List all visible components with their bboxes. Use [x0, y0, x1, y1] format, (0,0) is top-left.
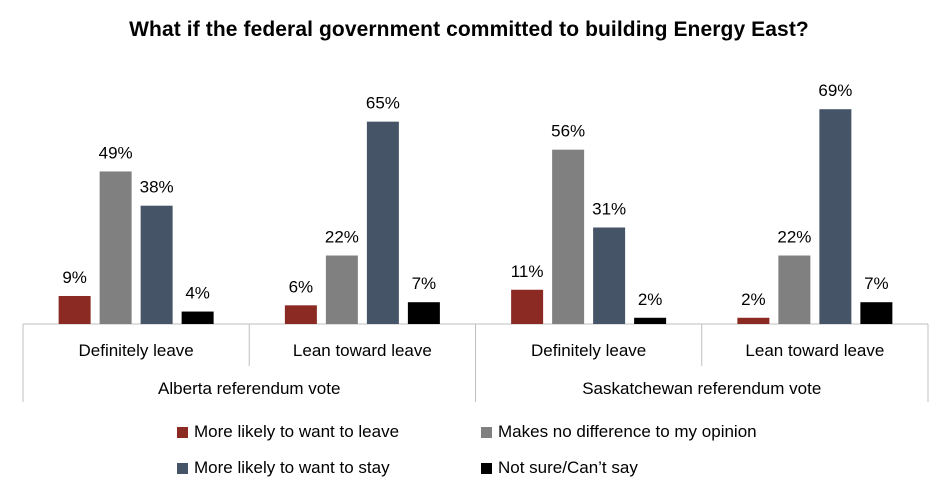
data-label: 6% — [289, 277, 314, 296]
bar — [634, 317, 667, 324]
legend-label: Not sure/Can’t say — [498, 458, 638, 477]
bar — [99, 171, 132, 324]
legend-swatch — [177, 462, 188, 474]
data-label: 9% — [62, 268, 87, 287]
legend-item: Not sure/Can’t say — [481, 458, 638, 478]
bar — [325, 255, 358, 324]
data-label: 11% — [511, 262, 544, 281]
legend-item: More likely to want to leave — [177, 422, 399, 442]
category-labels-layer: Definitely leave Lean toward leave Definit… — [78, 341, 884, 398]
data-label: 65% — [366, 94, 400, 113]
legend-item: Makes no difference to my opinion — [481, 422, 757, 442]
data-labels-layer: 9% 6% 11% 2% 49% 22% 56% 22% 38% 65% 31% 69% 4% 7% 2% 7… — [62, 81, 888, 309]
legend-item: More likely to want to stay — [177, 458, 390, 478]
bar — [140, 205, 173, 324]
group-label: Alberta referendum vote — [158, 379, 340, 398]
data-label: 56% — [551, 122, 585, 141]
legend-swatch — [481, 462, 492, 474]
bar — [511, 289, 544, 324]
data-label: 7% — [864, 274, 889, 293]
category-label: Definitely leave — [78, 341, 193, 360]
bar — [593, 227, 626, 324]
legend-label: More likely to want to stay — [194, 458, 390, 477]
data-label: 22% — [325, 228, 359, 247]
bar — [58, 295, 91, 324]
group-label: Saskatchewan referendum vote — [582, 379, 821, 398]
bar — [181, 311, 214, 324]
data-label: 49% — [99, 143, 133, 162]
legend-swatch — [177, 426, 188, 438]
data-label: 4% — [185, 284, 210, 303]
bar — [860, 302, 893, 324]
data-label: 69% — [818, 81, 852, 100]
data-label: 31% — [592, 199, 626, 218]
bar — [819, 109, 852, 324]
legend-label: More likely to want to leave — [194, 422, 400, 441]
legend-label: Makes no difference to my opinion — [498, 422, 757, 441]
data-label: 22% — [777, 228, 811, 247]
axis-layer — [22, 323, 929, 402]
legend-swatch — [481, 426, 492, 438]
chart-title: What if the federal government committed… — [129, 18, 809, 41]
bar — [778, 255, 811, 324]
bar — [284, 305, 317, 324]
data-label: 7% — [412, 274, 437, 293]
bar — [407, 302, 440, 324]
category-label: Lean toward leave — [293, 341, 432, 360]
bar — [737, 317, 770, 324]
category-label: Definitely leave — [531, 341, 646, 360]
legend: More likely to want to leave Makes no dif… — [0, 418, 938, 482]
bar — [552, 149, 585, 324]
bar — [366, 121, 399, 324]
data-label: 2% — [741, 290, 766, 309]
data-label: 38% — [140, 178, 174, 197]
category-label: Lean toward leave — [745, 341, 884, 360]
data-label: 2% — [638, 290, 663, 309]
bars-layer — [58, 109, 893, 324]
